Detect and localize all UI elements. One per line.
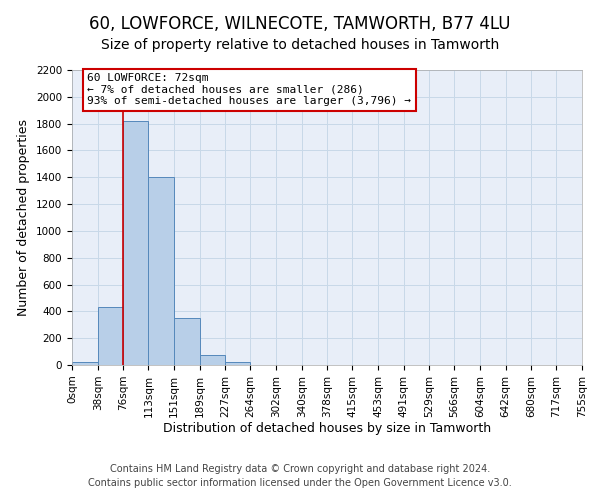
X-axis label: Distribution of detached houses by size in Tamworth: Distribution of detached houses by size … xyxy=(163,422,491,436)
Bar xyxy=(174,318,200,365)
Bar xyxy=(98,308,124,365)
Bar xyxy=(124,121,148,365)
Text: Size of property relative to detached houses in Tamworth: Size of property relative to detached ho… xyxy=(101,38,499,52)
Bar xyxy=(200,355,226,365)
Text: 60, LOWFORCE, WILNECOTE, TAMWORTH, B77 4LU: 60, LOWFORCE, WILNECOTE, TAMWORTH, B77 4… xyxy=(89,15,511,33)
Text: 60 LOWFORCE: 72sqm
← 7% of detached houses are smaller (286)
93% of semi-detache: 60 LOWFORCE: 72sqm ← 7% of detached hous… xyxy=(88,73,412,106)
Y-axis label: Number of detached properties: Number of detached properties xyxy=(17,119,31,316)
Bar xyxy=(148,178,174,365)
Bar xyxy=(72,362,98,365)
Text: Contains HM Land Registry data © Crown copyright and database right 2024.
Contai: Contains HM Land Registry data © Crown c… xyxy=(88,464,512,487)
Bar xyxy=(226,362,250,365)
